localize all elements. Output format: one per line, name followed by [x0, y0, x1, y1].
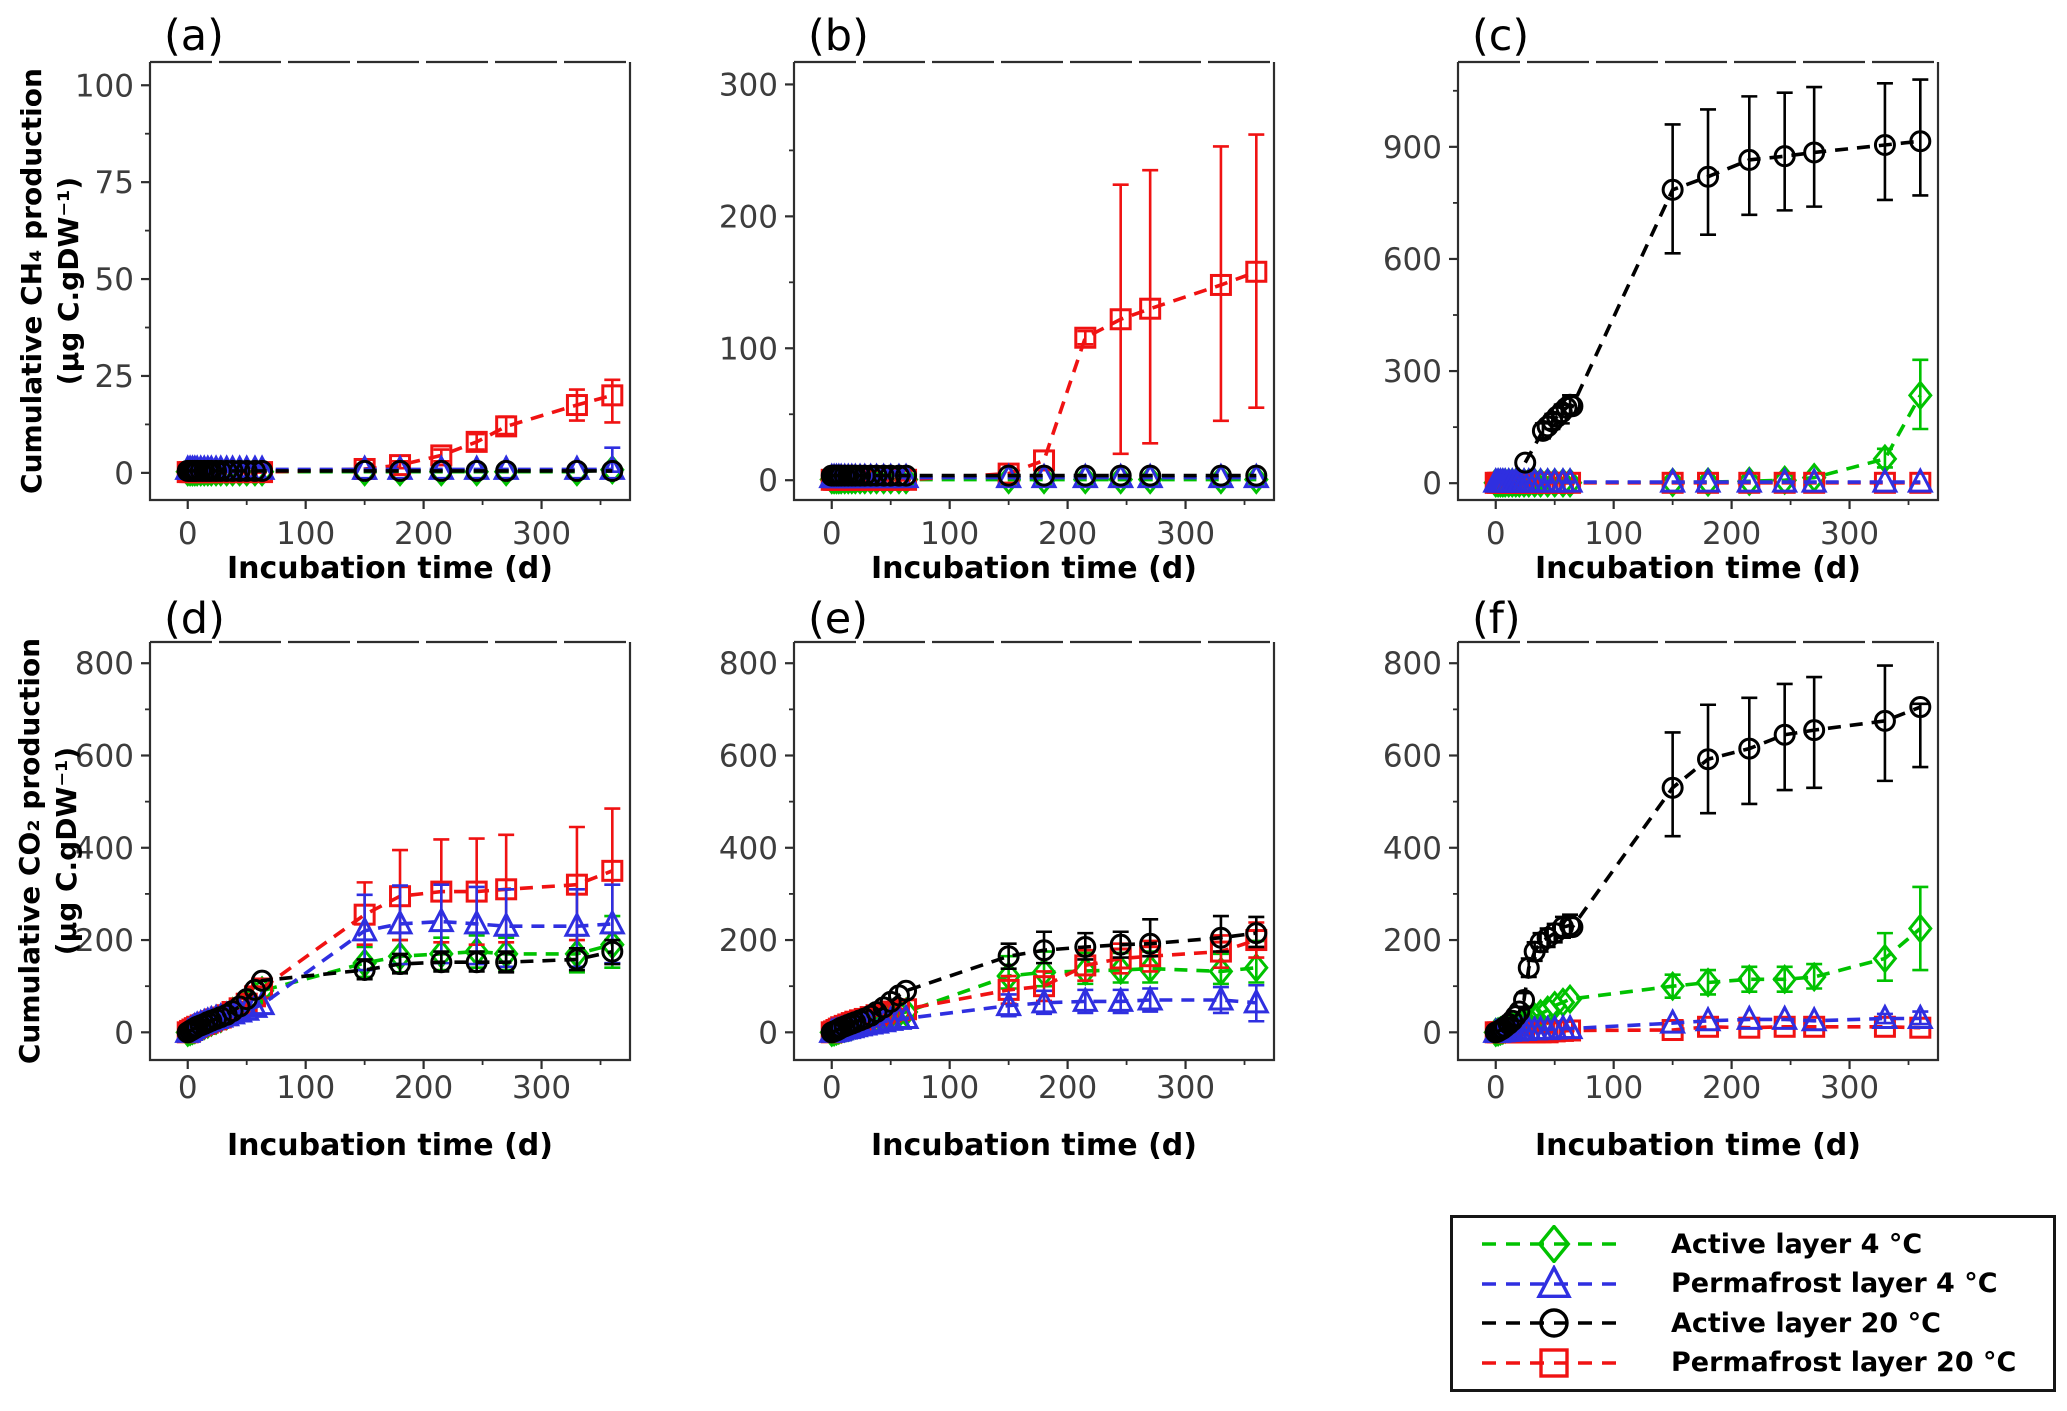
svg-text:Incubation time (d): Incubation time (d) [227, 551, 553, 586]
svg-text:(c): (c) [1472, 11, 1529, 61]
svg-text:200: 200 [75, 923, 134, 959]
svg-text:0: 0 [1422, 466, 1442, 502]
svg-text:400: 400 [719, 831, 778, 867]
chart-f-svg: 0 200 400 600 800 0 100 200 300 Incubation time (… [1383, 595, 1940, 1163]
svg-text:300: 300 [719, 67, 778, 103]
svg-text:200: 200 [1038, 516, 1097, 552]
svg-text:Incubation time (d): Incubation time (d) [871, 1128, 1197, 1163]
svg-text:50: 50 [95, 262, 134, 298]
svg-text:300: 300 [1383, 354, 1442, 390]
svg-text:0: 0 [822, 1070, 842, 1106]
panel-b: 0 100 200 300 0 100 200 300 Incubation time (d)(… [689, 0, 1378, 595]
y-axis-title-ch4-line2: (µg C.gDW⁻¹) [52, 176, 85, 386]
svg-text:200: 200 [1702, 516, 1761, 552]
svg-text:75: 75 [95, 165, 134, 201]
svg-text:0: 0 [758, 1015, 778, 1051]
svg-text:0: 0 [1486, 1070, 1506, 1106]
svg-text:(b): (b) [808, 11, 869, 61]
svg-text:0: 0 [822, 516, 842, 552]
svg-text:300: 300 [1820, 1070, 1879, 1106]
svg-text:200: 200 [1702, 1070, 1761, 1106]
legend-key-square-icon [1482, 1347, 1626, 1378]
svg-text:0: 0 [114, 1015, 134, 1051]
chart-d-svg: 0 200 400 600 800 0 100 200 300 Incubation time (… [75, 595, 632, 1163]
svg-text:300: 300 [1820, 516, 1879, 552]
svg-text:0: 0 [114, 456, 134, 492]
svg-text:300: 300 [1156, 1070, 1215, 1106]
svg-text:100: 100 [276, 516, 335, 552]
svg-text:600: 600 [1383, 242, 1442, 278]
y-axis-title-co2: Cumulative CO₂ production (µg C.gDW⁻¹) [11, 571, 85, 1131]
svg-text:200: 200 [719, 923, 778, 959]
panel-c: 0 300 600 900 0 100 200 300 Incubation time (d)(… [1378, 0, 2067, 595]
legend-item-permafrost-4: Permafrost layer 4 °C [1453, 1264, 2053, 1303]
svg-text:100: 100 [920, 516, 979, 552]
y-axis-title-ch4: Cumulative CH₄ production (µg C.gDW⁻¹) [13, 1, 87, 561]
svg-text:200: 200 [719, 199, 778, 235]
y-axis-title-co2-line1: Cumulative CO₂ production [13, 637, 46, 1065]
panel-a: 0 25 50 75 100 0 100 200 300 Incubation time (d) (… [0, 0, 689, 595]
svg-text:300: 300 [512, 516, 571, 552]
svg-text:100: 100 [1584, 516, 1643, 552]
svg-text:(e): (e) [808, 595, 868, 644]
legend-item-active-20: Active layer 20 °C [1453, 1304, 2053, 1342]
svg-text:400: 400 [75, 831, 134, 867]
svg-text:100: 100 [920, 1070, 979, 1106]
svg-text:0: 0 [178, 1070, 198, 1106]
svg-text:100: 100 [719, 331, 778, 367]
svg-text:800: 800 [1383, 646, 1442, 682]
svg-text:200: 200 [394, 1070, 453, 1106]
svg-text:0: 0 [1486, 516, 1506, 552]
svg-text:100: 100 [1584, 1070, 1643, 1106]
svg-text:100: 100 [75, 68, 134, 104]
svg-text:200: 200 [394, 516, 453, 552]
svg-text:0: 0 [758, 463, 778, 499]
legend-key-circle-icon [1482, 1308, 1626, 1338]
panel-f: 0 200 400 600 800 0 100 200 300 Incubation time (… [1378, 595, 2067, 1195]
legend-key-triangle-icon [1482, 1264, 1626, 1298]
svg-text:300: 300 [512, 1070, 571, 1106]
svg-text:600: 600 [1383, 738, 1442, 774]
svg-text:300: 300 [1156, 516, 1215, 552]
svg-text:Incubation time (d): Incubation time (d) [1535, 1128, 1861, 1163]
legend-item-permafrost-20: Permafrost layer 20 °C [1453, 1344, 2053, 1382]
legend-label: Permafrost layer 20 °C [1671, 1347, 2017, 1379]
svg-text:100: 100 [276, 1070, 335, 1106]
svg-text:800: 800 [719, 646, 778, 682]
panel-d: 0 200 400 600 800 0 100 200 300 Incubation time (… [0, 595, 689, 1195]
svg-text:900: 900 [1383, 130, 1442, 166]
svg-text:Incubation time (d): Incubation time (d) [1535, 551, 1861, 586]
svg-text:Incubation time (d): Incubation time (d) [871, 551, 1197, 586]
panel-e: 0 200 400 600 800 0 100 200 300 Incubation time (… [689, 595, 1378, 1195]
legend-label: Permafrost layer 4 °C [1671, 1268, 1998, 1300]
svg-text:800: 800 [75, 646, 134, 682]
svg-text:0: 0 [1422, 1015, 1442, 1051]
svg-text:600: 600 [75, 738, 134, 774]
y-axis-title-ch4-line1: Cumulative CH₄ production [15, 68, 48, 494]
svg-text:(a): (a) [164, 11, 224, 61]
svg-text:(d): (d) [164, 595, 225, 644]
svg-text:600: 600 [719, 738, 778, 774]
legend-label: Active layer 20 °C [1671, 1307, 1941, 1339]
chart-e-svg: 0 200 400 600 800 0 100 200 300 Incubation time (… [719, 595, 1276, 1163]
svg-text:25: 25 [95, 359, 134, 395]
legend-label: Active layer 4 °C [1671, 1228, 1923, 1260]
y-axis-title-co2-line2: (µg C.gDW⁻¹) [50, 746, 83, 956]
svg-text:400: 400 [1383, 831, 1442, 867]
legend-key-diamond-icon [1482, 1225, 1626, 1264]
svg-text:Incubation time (d): Incubation time (d) [227, 1128, 553, 1163]
svg-text:200: 200 [1038, 1070, 1097, 1106]
svg-text:0: 0 [178, 516, 198, 552]
svg-text:200: 200 [1383, 923, 1442, 959]
svg-text:(f): (f) [1472, 595, 1521, 644]
legend: Active layer 4 °C Permafrost layer 4 °C … [1450, 1215, 2056, 1392]
legend-item-active-4: Active layer 4 °C [1453, 1225, 2053, 1264]
